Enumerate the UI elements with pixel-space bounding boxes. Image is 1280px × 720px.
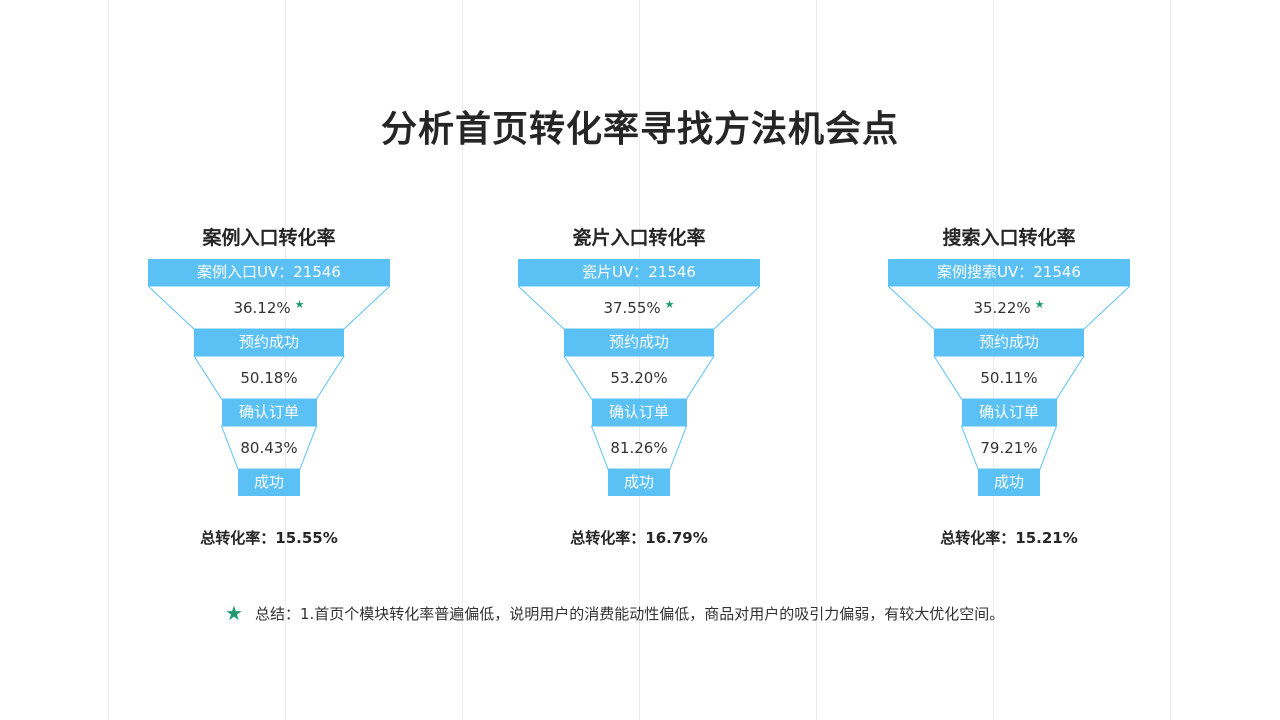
funnel-stage: 成功 <box>608 469 670 496</box>
funnel-stage: 预约成功 <box>564 329 714 356</box>
conversion-rate-label: 53.20% <box>610 369 668 387</box>
funnel-chart: 案例入口转化率案例入口UV：21546 预约成功确认订单成功 36.12% ★ 50.1… <box>148 215 390 555</box>
gridline <box>285 0 286 720</box>
funnel-segment <box>220 425 318 470</box>
gridline <box>639 0 640 720</box>
conversion-rate-label: 50.11% <box>980 369 1038 387</box>
funnel-segment <box>960 425 1058 470</box>
star-icon: ★ <box>664 298 675 311</box>
conversion-rate-label: 79.21% <box>980 439 1038 457</box>
funnel-segment <box>888 285 1130 330</box>
star-icon: ★ <box>1034 298 1045 311</box>
conversion-rate: 35.22% ★ <box>888 298 1130 317</box>
funnel-chart: 瓷片入口转化率瓷片UV：21546 预约成功确认订单成功 37.55% ★ 53.20%… <box>518 215 760 555</box>
total-conversion: 总转化率：16.79% <box>570 529 708 547</box>
conversion-rate: 50.11% <box>888 369 1130 387</box>
funnel-title: 瓷片入口转化率 <box>572 227 706 249</box>
gridline <box>108 0 109 720</box>
funnel-stage: 成功 <box>978 469 1040 496</box>
funnel-stage: 预约成功 <box>194 329 344 356</box>
gridline <box>462 0 463 720</box>
funnel-segment <box>563 355 715 400</box>
funnel-segment <box>518 285 760 330</box>
funnel-stage: 确认订单 <box>221 399 317 426</box>
funnel-outline <box>518 285 760 470</box>
conversion-rate: 53.20% <box>518 369 760 387</box>
page-title: 分析首页转化率寻找方法机会点 <box>380 109 899 150</box>
funnel-stage: 成功 <box>238 469 300 496</box>
conversion-rate-label: 80.43% <box>240 439 298 457</box>
funnel-stage: 案例搜索UV：21546 <box>888 259 1130 286</box>
gridline <box>993 0 994 720</box>
funnel-segment <box>933 355 1085 400</box>
funnel-stage: 确认订单 <box>961 399 1057 426</box>
funnel-stage: 案例入口UV：21546 <box>148 259 390 286</box>
summary-note: ★ 总结：1.首页个模块转化率普遍偏低，说明用户的消费能动性偏低，商品对用户的吸引… <box>225 600 1005 625</box>
conversion-rate-label: 36.12% <box>233 299 291 317</box>
funnel-outline <box>888 285 1130 470</box>
conversion-rate: 80.43% <box>148 439 390 457</box>
funnel-outline <box>148 285 390 470</box>
funnel-segment <box>148 285 390 330</box>
star-icon: ★ <box>225 601 243 625</box>
funnel-stage: 瓷片UV：21546 <box>518 259 760 286</box>
conversion-rate-label: 81.26% <box>610 439 668 457</box>
conversion-rate: 81.26% <box>518 439 760 457</box>
funnel-stage: 确认订单 <box>591 399 687 426</box>
funnel-title: 案例入口转化率 <box>202 227 336 249</box>
funnel-chart: 搜索入口转化率案例搜索UV：21546 预约成功确认订单成功 35.22% ★ 50.1… <box>888 215 1130 555</box>
funnel-stage: 预约成功 <box>934 329 1084 356</box>
funnel-title: 搜索入口转化率 <box>942 227 1076 249</box>
conversion-rate-label: 37.55% <box>603 299 661 317</box>
conversion-rate: 36.12% ★ <box>148 298 390 317</box>
gridline <box>816 0 817 720</box>
funnel-segment <box>590 425 688 470</box>
conversion-rate: 37.55% ★ <box>518 298 760 317</box>
summary-text: 总结：1.首页个模块转化率普遍偏低，说明用户的消费能动性偏低，商品对用户的吸引力… <box>254 605 1005 623</box>
total-conversion: 总转化率：15.21% <box>940 529 1078 547</box>
total-conversion: 总转化率：15.55% <box>200 529 338 547</box>
star-icon: ★ <box>294 298 305 311</box>
conversion-rate-label: 50.18% <box>240 369 298 387</box>
conversion-rate: 79.21% <box>888 439 1130 457</box>
conversion-rate-label: 35.22% <box>973 299 1031 317</box>
conversion-rate: 50.18% <box>148 369 390 387</box>
funnel-segment <box>193 355 345 400</box>
gridline <box>1170 0 1171 720</box>
